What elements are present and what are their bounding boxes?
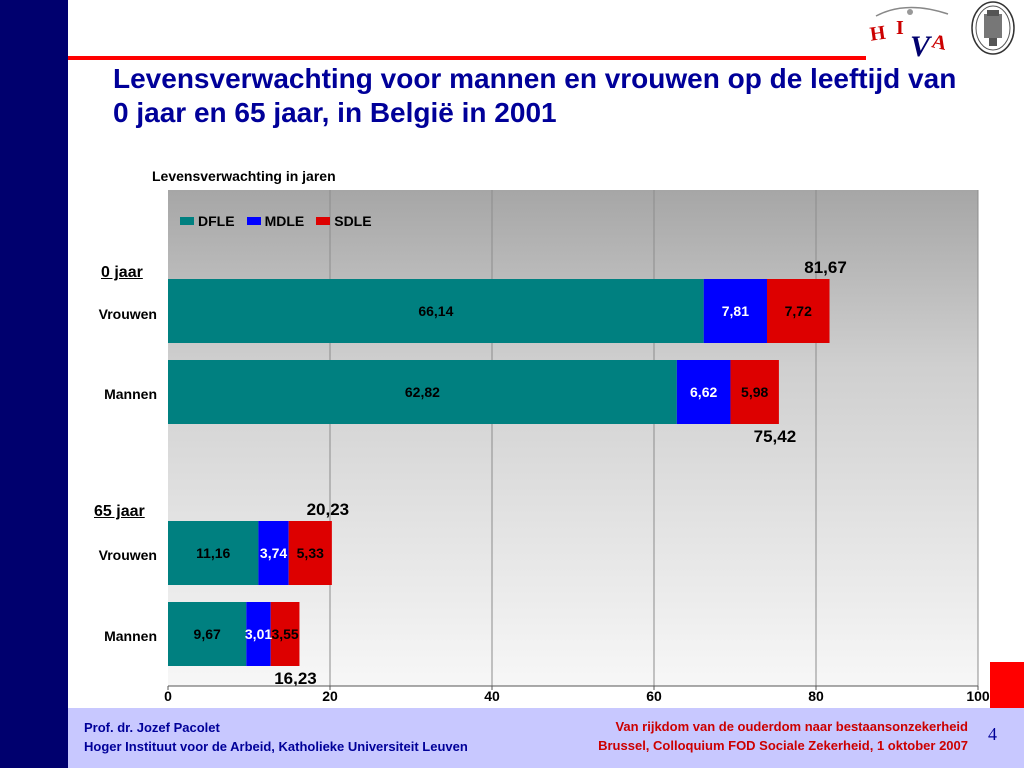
slide-title: Levensverwachting voor mannen en vrouwen… xyxy=(113,63,957,128)
legend-label-mdle: MDLE xyxy=(264,213,305,229)
hiva-logo-letter-i: I xyxy=(896,17,904,39)
left-brand-band xyxy=(0,0,68,768)
group-label-0-jaar: 0 jaar xyxy=(101,264,143,281)
row-label-mannen-0: Mannen xyxy=(104,386,157,402)
row-label-vrouwen-0: Vrouwen xyxy=(98,306,157,322)
hiva-logo-letter-a: A xyxy=(930,30,949,55)
legend-swatch-sdle xyxy=(316,217,331,225)
footer-institute: Hoger Instituut voor de Arbeid, Katholie… xyxy=(84,739,468,754)
hiva-logo: H I V A xyxy=(869,6,949,60)
footer: Prof. dr. Jozef Pacolet Hoger Instituut … xyxy=(68,708,1024,768)
x-axis: 0 20 40 60 80 100 xyxy=(164,685,990,704)
hiva-logo-letter-h: H xyxy=(869,22,888,46)
x-tick-label-2: 40 xyxy=(484,688,500,704)
x-tick-label-1: 20 xyxy=(322,688,338,704)
legend-item-mdle: MDLE xyxy=(246,213,305,229)
x-tick-label-5: 100 xyxy=(966,688,990,704)
legend: DFLE MDLE SDLE xyxy=(180,213,372,229)
chart-title: Levensverwachting in jaren xyxy=(152,168,336,184)
legend-label-sdle: SDLE xyxy=(334,213,372,229)
footer-event-details: Brussel, Colloquium FOD Sociale Zekerhei… xyxy=(598,738,968,753)
legend-swatch-mdle xyxy=(246,217,261,225)
row-label-mannen-65: Mannen xyxy=(104,628,157,644)
legend-label-dfle: DFLE xyxy=(198,213,235,229)
footer-event: Van rijkdom van de ouderdom naar bestaan… xyxy=(598,717,968,755)
hiva-logo-letter-v: V xyxy=(910,30,933,60)
footer-author: Prof. dr. Jozef Pacolet xyxy=(84,720,220,735)
page-number: 4 xyxy=(988,724,997,744)
group-label-65-jaar: 65 jaar xyxy=(94,503,145,520)
legend-item-dfle: DFLE xyxy=(180,213,235,229)
footer-event-title: Van rijkdom van de ouderdom naar bestaan… xyxy=(615,719,968,734)
legend-item-sdle: SDLE xyxy=(316,213,372,229)
title-rule xyxy=(68,56,866,60)
legend-swatch-dfle xyxy=(180,217,194,225)
footer-credits: Prof. dr. Jozef Pacolet Hoger Instituut … xyxy=(84,718,468,756)
university-seal-logo xyxy=(971,1,1015,55)
x-tick-label-4: 80 xyxy=(808,688,824,704)
x-tick-label-0: 0 xyxy=(164,688,172,704)
x-tick-label-3: 60 xyxy=(646,688,662,704)
row-label-vrouwen-65: Vrouwen xyxy=(98,547,157,563)
plot-area xyxy=(168,190,978,686)
